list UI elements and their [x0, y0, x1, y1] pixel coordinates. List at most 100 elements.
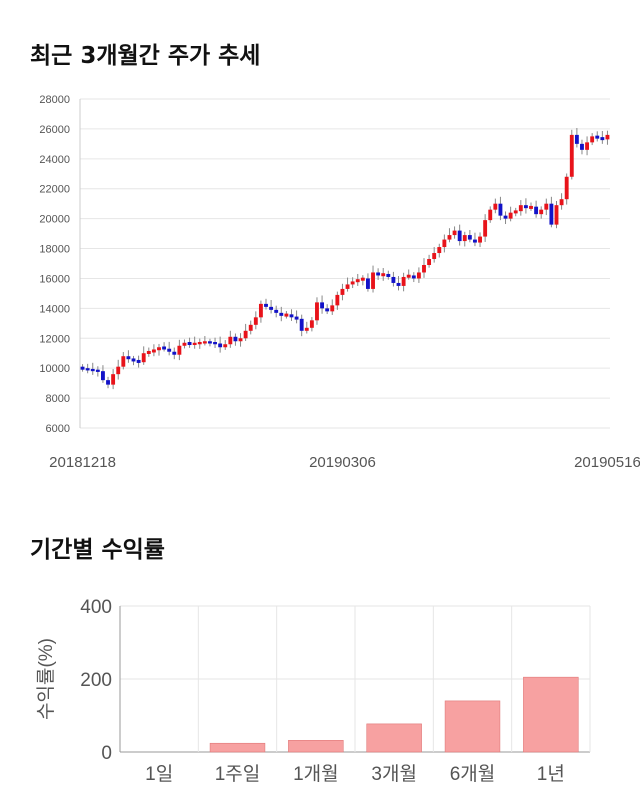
bar-y-tick-label: 0	[101, 743, 112, 764]
candle	[508, 212, 513, 219]
candle	[595, 135, 600, 139]
candle	[534, 206, 539, 215]
candle	[422, 264, 426, 273]
candle	[167, 348, 172, 352]
candle	[136, 359, 141, 363]
candle	[483, 220, 488, 237]
candle	[503, 215, 508, 219]
return-bar	[288, 740, 344, 753]
candle	[106, 380, 110, 385]
candles	[80, 128, 610, 390]
candle	[315, 302, 319, 321]
candle	[228, 336, 233, 345]
candle	[131, 358, 136, 362]
candle	[309, 320, 314, 328]
returns-title: 기간별 수익률	[30, 537, 165, 563]
candle	[437, 247, 442, 254]
candle	[90, 368, 95, 372]
candle-grid	[79, 98, 610, 429]
return-bar	[523, 676, 579, 753]
candle-y-tick-label: 8000	[46, 393, 70, 405]
candle	[274, 309, 279, 313]
candle	[95, 369, 100, 372]
candle	[381, 273, 386, 277]
candle	[121, 356, 126, 367]
candle	[518, 205, 523, 212]
candle-y-tick-label: 10000	[39, 363, 70, 375]
candle	[146, 350, 151, 354]
candle-y-tick-label: 14000	[39, 303, 70, 315]
candle	[478, 236, 482, 243]
candle	[391, 276, 396, 283]
candle	[208, 341, 212, 344]
candle	[116, 366, 121, 375]
candle	[294, 316, 299, 320]
candle-x-tick-label: 20190306	[309, 454, 376, 471]
candle	[396, 282, 401, 286]
candle	[585, 142, 590, 150]
candle	[289, 314, 294, 318]
bar-x-axis: 1일 1주일 1개월 3개월 6개월 1년	[145, 763, 565, 785]
candle-y-tick-label: 16000	[39, 273, 70, 285]
bar-y-axis-label: 수익률(%)	[35, 638, 57, 720]
candle	[529, 205, 533, 209]
candle	[253, 317, 258, 325]
returns-bar-chart: 0 200 400 1일 1주일 1개월 3개월 6개월 1년 수익률(%)	[35, 597, 591, 785]
candle	[376, 272, 381, 276]
return-bar	[366, 723, 422, 753]
candle-x-tick-label: 20181218	[49, 454, 116, 471]
candle	[462, 235, 467, 242]
candle	[355, 279, 360, 283]
candle	[197, 342, 202, 345]
candle	[141, 353, 146, 363]
candle	[177, 345, 182, 355]
candle	[605, 134, 610, 140]
candle	[427, 259, 432, 265]
candle	[360, 277, 365, 281]
candle	[151, 349, 156, 353]
candle	[340, 288, 345, 295]
candle	[243, 330, 248, 339]
candle	[192, 342, 197, 346]
bar-y-tick-label: 400	[80, 597, 112, 618]
candle	[330, 305, 335, 312]
candle	[467, 235, 472, 240]
candle-x-tick-label: 20190516	[574, 454, 640, 471]
candle	[452, 230, 457, 236]
bar-x-tick-label: 3개월	[371, 763, 417, 785]
candle-y-tick-label: 20000	[39, 214, 70, 226]
candle	[218, 343, 223, 348]
candle	[406, 274, 411, 278]
candle-y-tick-label: 28000	[39, 94, 70, 106]
candle	[569, 134, 574, 177]
candle-y-tick-label: 6000	[46, 423, 70, 435]
candle	[85, 368, 90, 371]
candle	[182, 342, 187, 346]
candle	[304, 327, 309, 331]
bar-x-tick-label: 6개월	[450, 763, 496, 785]
candle	[279, 312, 284, 316]
candle	[335, 294, 340, 306]
candle	[473, 239, 477, 243]
candle	[523, 205, 528, 209]
bar-x-tick-label: 1일	[145, 763, 173, 785]
candle	[299, 318, 304, 331]
candle	[447, 235, 452, 240]
candle	[157, 347, 161, 351]
candle	[258, 303, 263, 318]
candle-y-tick-label: 26000	[39, 124, 70, 136]
candle	[248, 324, 253, 331]
candle	[371, 272, 375, 289]
bar-grid	[119, 605, 591, 753]
candle	[269, 306, 274, 310]
candle-y-tick-label: 24000	[39, 154, 70, 166]
candle-x-axis: 20181218 20190306 20190516	[49, 454, 640, 471]
candle	[513, 210, 518, 214]
candle	[238, 338, 243, 342]
candle	[432, 253, 437, 260]
candle	[564, 176, 569, 200]
candle	[416, 272, 421, 279]
candle	[549, 203, 554, 225]
candle	[213, 342, 217, 345]
candle	[172, 351, 177, 355]
